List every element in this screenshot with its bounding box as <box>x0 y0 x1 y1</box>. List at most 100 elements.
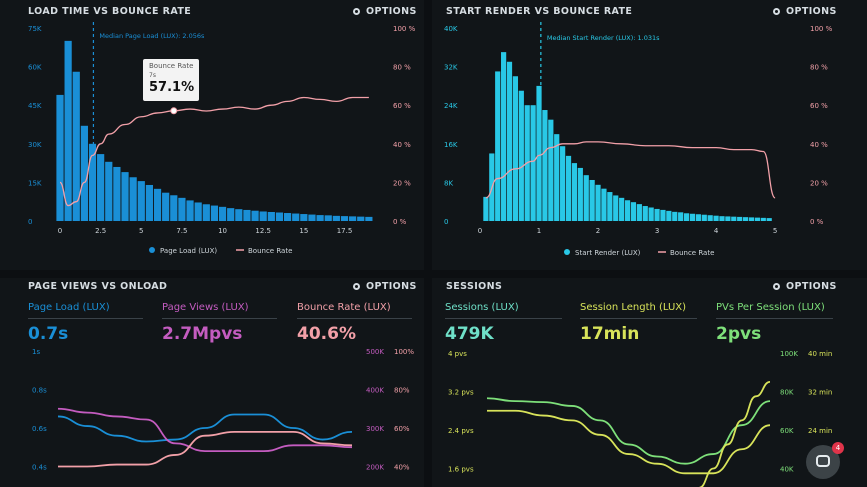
y2-tick-label: 40K <box>780 466 794 474</box>
gear-icon <box>353 8 360 15</box>
y2-tick-label: 60K <box>780 427 794 435</box>
gear-icon <box>773 283 780 290</box>
bar <box>275 212 284 221</box>
bar <box>324 215 332 221</box>
bar <box>105 161 113 221</box>
bar <box>210 205 219 221</box>
x-tick-label: 3 <box>655 227 659 235</box>
bar <box>595 184 601 221</box>
x-tick-label: 7.5 <box>176 227 187 235</box>
y-tick-label: 40K <box>444 25 458 33</box>
sessions-chart: 4 pvs 3.2 pvs 2.4 pvs 1.6 pvs 100K 80K 60K 40K 4… <box>448 350 832 487</box>
bar <box>170 195 178 221</box>
bar <box>713 215 719 221</box>
y-tick-label: 32K <box>444 64 458 72</box>
bounce-rate-line <box>59 96 369 207</box>
bar <box>365 216 373 221</box>
y-tick-label: 0 <box>444 218 448 226</box>
legend-label: Bounce Rate <box>670 249 714 257</box>
bar <box>72 71 80 221</box>
bar <box>742 217 749 221</box>
bar <box>548 119 554 221</box>
bounce-rate-tooltip: Bounce Rate 7s 57.1% <box>143 59 199 101</box>
y2-tick-label: 100K <box>780 350 798 358</box>
options-button[interactable]: OPTIONS <box>773 281 837 292</box>
bar <box>560 146 566 221</box>
options-label: OPTIONS <box>786 6 837 17</box>
load-time-chart: 0 15K 30K 45K 60K 75K 0 % 20 % 40 % 60 % 80 % 100 %… <box>28 22 416 255</box>
y2-tick-label: 200K <box>366 464 384 472</box>
bar <box>577 167 583 221</box>
bar <box>630 202 637 221</box>
metric-value: 2pvs <box>716 324 762 344</box>
median-label: Median Start Render (LUX): 1.031s <box>547 34 660 42</box>
bar <box>137 181 145 221</box>
chat-launcher-button[interactable]: 4 <box>806 442 844 479</box>
metric-rule <box>297 318 412 319</box>
bar <box>619 197 625 221</box>
metric-page-load: Page Load (LUX) 0.7s <box>28 302 143 344</box>
y-tick-label: 0.6s <box>32 425 47 433</box>
bar <box>725 216 731 221</box>
y3-tick-label: 80% <box>394 387 410 395</box>
bar <box>97 154 105 221</box>
bar <box>518 90 524 221</box>
series-line <box>57 413 353 443</box>
bar <box>56 94 64 221</box>
x-tick-label: 2 <box>596 227 600 235</box>
bar <box>283 213 292 221</box>
bar <box>316 215 324 221</box>
metric-value: 40.6% <box>297 324 356 344</box>
y2-tick-label: 100 % <box>393 25 416 33</box>
metric-label: PVs Per Session (LUX) <box>716 302 825 313</box>
y3-tick-label: 40 min <box>808 350 832 358</box>
bar <box>340 216 349 221</box>
metric-bounce-rate: Bounce Rate (LUX) 40.6% <box>297 302 412 344</box>
x-tick-label: 5 <box>773 227 777 235</box>
metric-label: Page Load (LUX) <box>28 302 110 313</box>
y2-tick-label: 60 % <box>393 102 411 110</box>
bar <box>162 192 170 221</box>
options-label: OPTIONS <box>786 281 837 292</box>
panel-page-views: PAGE VIEWS VS ONLOAD OPTIONS Page Load (… <box>0 278 424 487</box>
bar <box>501 52 507 221</box>
bar <box>589 179 595 221</box>
chat-bubble-icon <box>816 455 830 467</box>
bar <box>530 105 536 221</box>
y2-tick-label: 0 % <box>393 218 407 226</box>
options-label: OPTIONS <box>366 6 417 17</box>
bar <box>227 208 235 221</box>
options-button[interactable]: OPTIONS <box>353 6 417 17</box>
y2-tick-label: 80 % <box>810 64 828 72</box>
bar <box>719 216 725 221</box>
options-button[interactable]: OPTIONS <box>773 6 837 17</box>
x-tick-label: 1 <box>537 227 541 235</box>
bar <box>129 177 137 221</box>
bar <box>536 85 542 222</box>
bar <box>251 210 259 221</box>
bar <box>218 206 227 221</box>
metric-rule <box>716 318 833 319</box>
gear-icon <box>353 283 360 290</box>
y-tick-label: 3.2 pvs <box>448 389 474 397</box>
y3-tick-label: 32 min <box>808 389 832 397</box>
bar <box>506 61 513 222</box>
median-label: Median Page Load (LUX): 2.056s <box>99 32 205 40</box>
tooltip-title: Bounce Rate <box>149 62 194 70</box>
metric-sessions: Sessions (LUX) 479K <box>445 302 562 344</box>
y-tick-label: 45K <box>28 102 42 110</box>
x-tick-label: 10 <box>218 227 227 235</box>
options-button[interactable]: OPTIONS <box>353 281 417 292</box>
bar <box>554 134 560 221</box>
metric-pvs-per-session: PVs Per Session (LUX) 2pvs <box>716 302 833 344</box>
bar <box>300 214 308 221</box>
y2-tick-label: 20 % <box>393 179 411 187</box>
bar <box>194 202 202 221</box>
y-tick-label: 4 pvs <box>448 350 467 358</box>
metric-rule <box>580 318 697 319</box>
y3-tick-label: 40% <box>394 464 410 472</box>
metric-label: Page Views (LUX) <box>162 302 249 313</box>
tooltip-sub: 7s <box>149 72 156 79</box>
bar <box>259 211 267 221</box>
bar <box>648 207 654 221</box>
